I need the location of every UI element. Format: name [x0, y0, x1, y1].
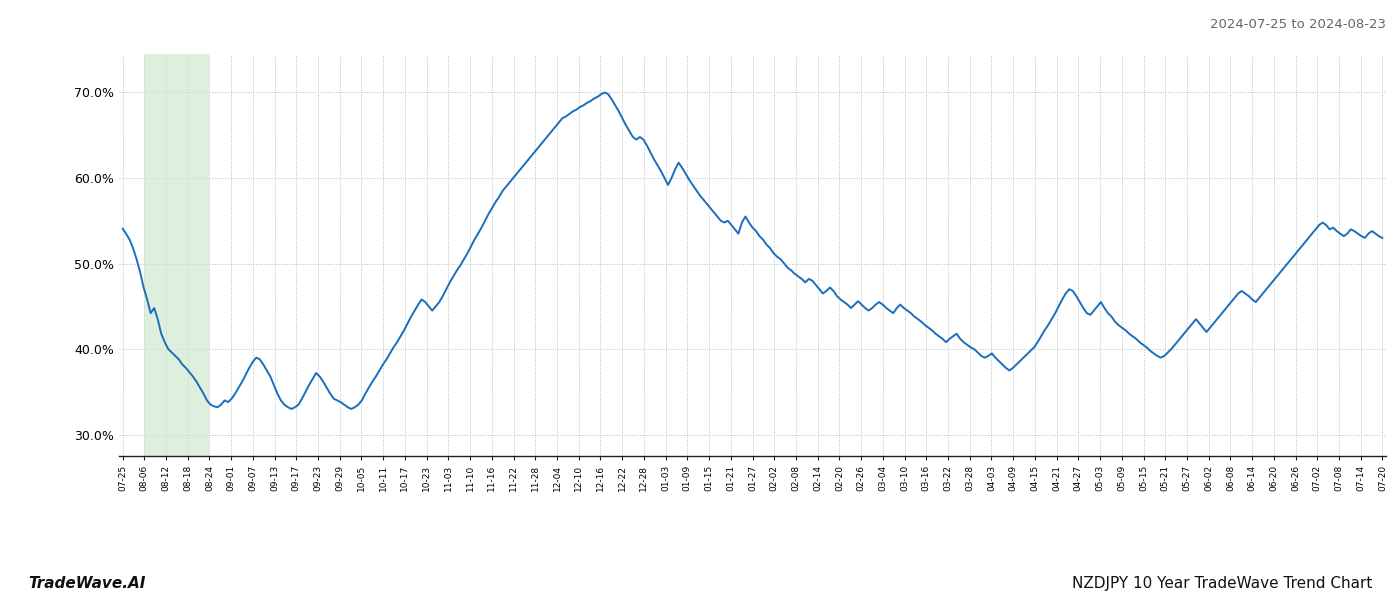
Text: NZDJPY 10 Year TradeWave Trend Chart: NZDJPY 10 Year TradeWave Trend Chart — [1071, 576, 1372, 591]
Text: 2024-07-25 to 2024-08-23: 2024-07-25 to 2024-08-23 — [1210, 18, 1386, 31]
Text: TradeWave.AI: TradeWave.AI — [28, 576, 146, 591]
Bar — [144, 54, 210, 456]
